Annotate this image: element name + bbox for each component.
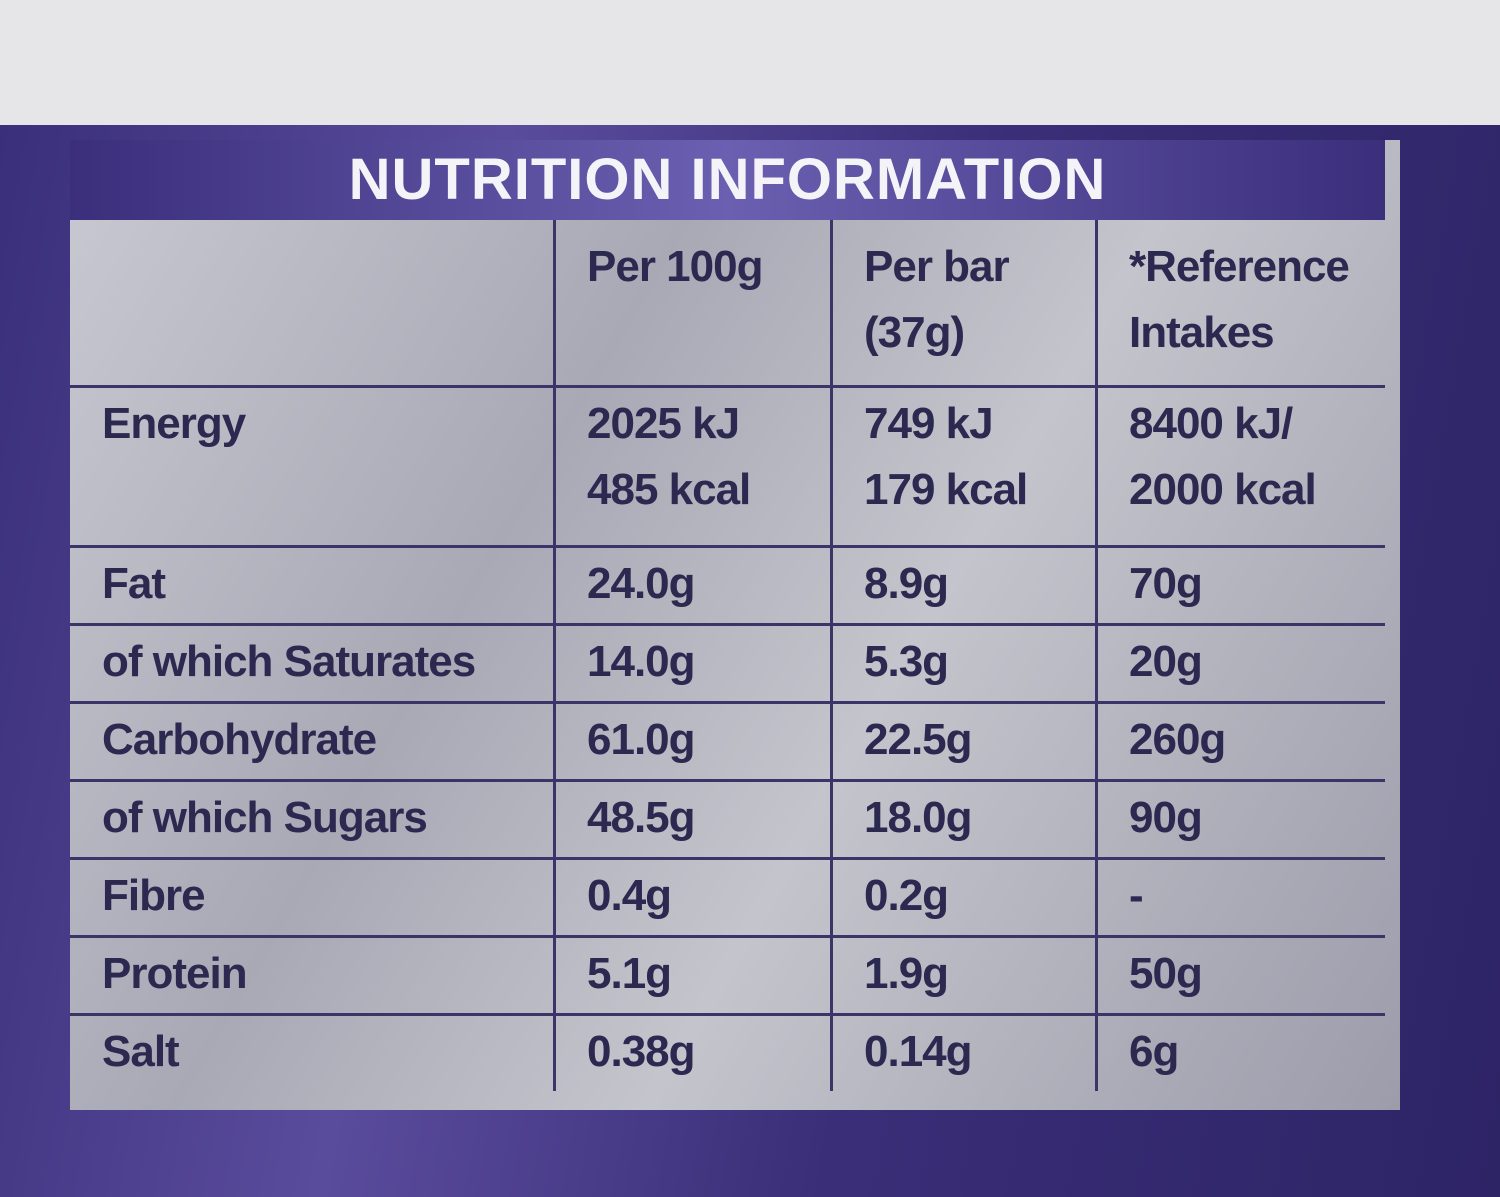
row-divider — [70, 623, 1385, 626]
nutrition-label: NUTRITION INFORMATION Per 100g Per bar (37… — [70, 140, 1400, 1110]
row-label: Protein — [102, 949, 248, 998]
value-cell: 8.9g — [864, 559, 949, 608]
value-cell: 6g — [1129, 1027, 1179, 1076]
column-header: Per bar (37g) — [832, 234, 1097, 366]
value-cell: 18.0g — [864, 793, 973, 842]
value-cell: 1.9g — [864, 949, 949, 998]
cell-line: Intakes — [1129, 308, 1275, 357]
value-cell: 749 kJ 179 kcal — [832, 391, 1097, 523]
value-cell: 5.3g — [864, 637, 949, 686]
row-label: Fat — [102, 559, 166, 608]
value-cell: 22.5g — [864, 715, 973, 764]
value-cell: 5.1g — [587, 949, 672, 998]
cell-line: 179 kcal — [864, 465, 1028, 514]
cell-line: *Reference — [1129, 242, 1350, 291]
column-header: Per 100g — [555, 234, 832, 300]
column-header: *Reference Intakes — [1097, 234, 1385, 366]
row-label: of which Saturates — [102, 637, 476, 686]
value-cell: 20g — [1129, 637, 1203, 686]
row-label: of which Sugars — [102, 793, 428, 842]
cell-line: Per 100g — [587, 242, 763, 291]
row-label: Carbohydrate — [102, 715, 377, 764]
value-cell: 24.0g — [587, 559, 696, 608]
cell-line: 2000 kcal — [1129, 465, 1317, 514]
cell-line: 749 kJ — [864, 399, 994, 448]
row-divider — [70, 385, 1385, 388]
column-divider — [830, 220, 833, 1091]
value-cell: 50g — [1129, 949, 1203, 998]
row-divider — [70, 779, 1385, 782]
value-cell: 61.0g — [587, 715, 696, 764]
row-divider — [70, 935, 1385, 938]
column-divider — [553, 220, 556, 1091]
cell-line: 2025 kJ — [587, 399, 740, 448]
row-label: Energy — [102, 399, 246, 448]
cell-line: (37g) — [864, 308, 965, 357]
value-cell: 2025 kJ 485 kcal — [555, 391, 832, 523]
value-cell: 0.38g — [587, 1027, 696, 1076]
cell-line: Per bar — [864, 242, 1010, 291]
title-bar: NUTRITION INFORMATION — [70, 140, 1385, 220]
row-divider — [70, 701, 1385, 704]
value-cell: 90g — [1129, 793, 1203, 842]
cell-line: 8400 kJ/ — [1129, 399, 1293, 448]
value-cell: 14.0g — [587, 637, 696, 686]
row-divider — [70, 545, 1385, 548]
value-cell: 70g — [1129, 559, 1203, 608]
value-cell: 8400 kJ/2000 kcal — [1097, 391, 1385, 523]
value-cell: 0.2g — [864, 871, 949, 920]
title: NUTRITION INFORMATION — [348, 147, 1107, 212]
row-divider — [70, 1013, 1385, 1016]
value-cell: 0.4g — [587, 871, 672, 920]
row-divider — [70, 857, 1385, 860]
cell-line: 485 kcal — [587, 465, 751, 514]
value-cell: - — [1129, 871, 1144, 920]
value-cell: 48.5g — [587, 793, 696, 842]
value-cell: 0.14g — [864, 1027, 973, 1076]
value-cell: 260g — [1129, 715, 1226, 764]
row-label: Fibre — [102, 871, 206, 920]
column-divider — [1095, 220, 1098, 1091]
row-label: Salt — [102, 1027, 180, 1076]
